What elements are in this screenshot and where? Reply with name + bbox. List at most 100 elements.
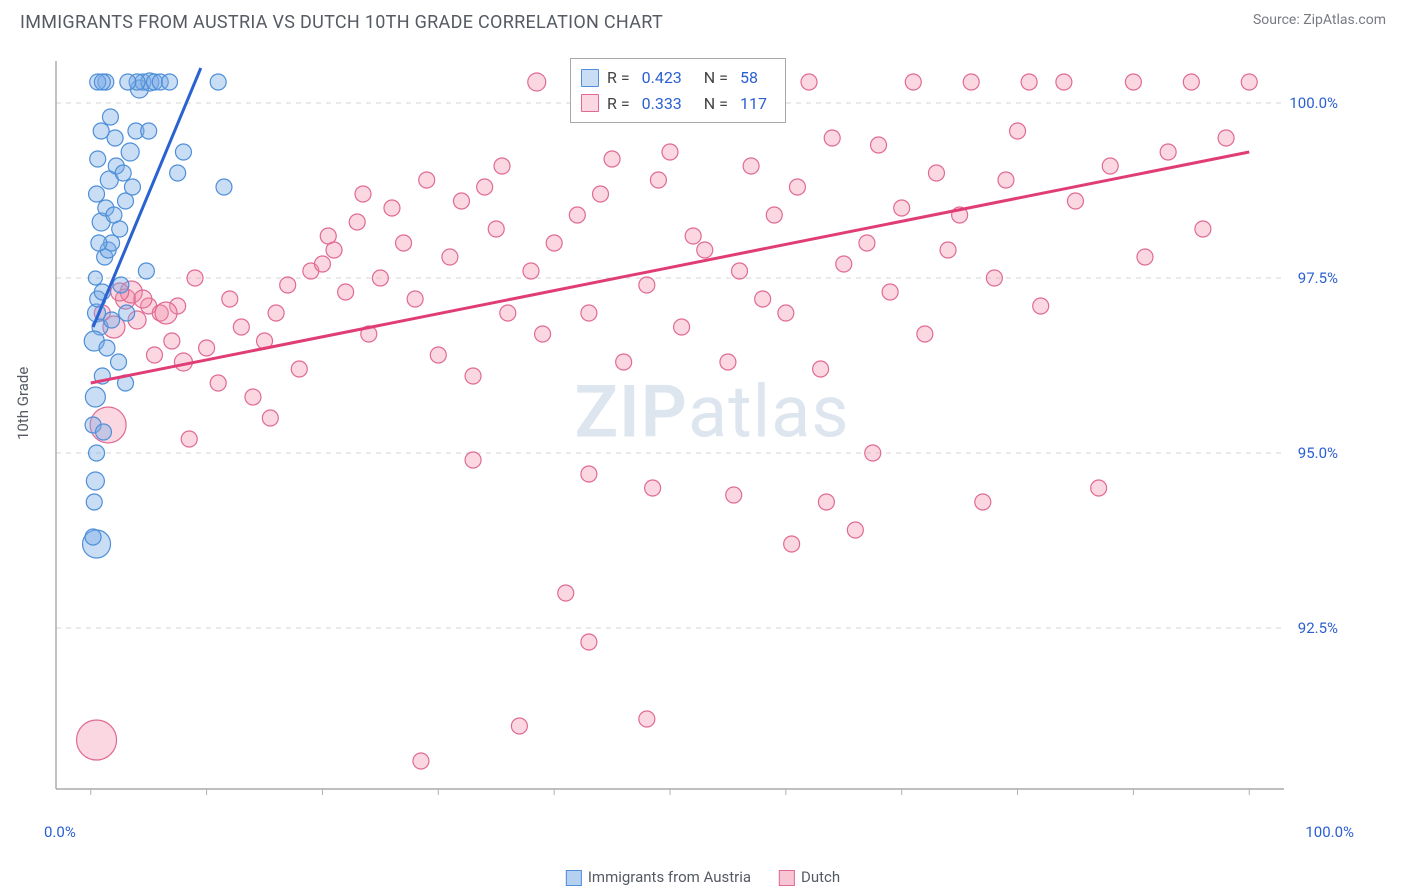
y-tick-label: 95.0% [1298, 444, 1338, 462]
data-point [558, 585, 574, 601]
data-point [917, 326, 933, 342]
legend-swatch [581, 69, 599, 87]
data-point [124, 179, 140, 195]
y-tick-label: 97.5% [1298, 269, 1338, 287]
y-axis-label: 10th Grade [14, 367, 32, 440]
data-point [90, 151, 106, 167]
data-point [314, 256, 330, 272]
data-point [975, 494, 991, 510]
y-tick-label: 100.0% [1289, 94, 1338, 112]
footer-legend-item: Immigrants from Austria [566, 868, 751, 886]
data-point [199, 340, 215, 356]
legend-swatch [779, 870, 795, 886]
data-point [755, 291, 771, 307]
data-point [262, 410, 278, 426]
data-point [95, 424, 111, 440]
data-point [146, 347, 162, 363]
data-point [581, 634, 597, 650]
data-point [465, 368, 481, 384]
data-point [113, 277, 129, 293]
data-point [210, 74, 226, 90]
data-point [430, 347, 446, 363]
data-point [859, 235, 875, 251]
footer-legend: Immigrants from Austria Dutch [566, 868, 840, 886]
data-point [291, 361, 307, 377]
data-point [940, 242, 956, 258]
stats-legend-row: R =0.333N =117 [581, 91, 771, 117]
data-point [894, 200, 910, 216]
data-point [813, 361, 829, 377]
data-point [546, 235, 562, 251]
data-point [94, 74, 110, 90]
data-point [155, 302, 177, 324]
data-point [697, 242, 713, 258]
data-point [138, 263, 154, 279]
data-point [685, 228, 701, 244]
data-point [1218, 130, 1234, 146]
data-point [720, 354, 736, 370]
data-point [1010, 123, 1026, 139]
data-point [477, 179, 493, 195]
data-point [280, 277, 296, 293]
footer-legend-label: Dutch [801, 868, 840, 886]
data-point [86, 472, 104, 490]
data-point [616, 354, 632, 370]
data-point [355, 186, 371, 202]
data-point [112, 221, 128, 237]
legend-r-label: R = [607, 91, 630, 117]
data-point [187, 270, 203, 286]
legend-n-label: N = [704, 65, 728, 91]
data-point [986, 270, 1002, 286]
legend-n-label: N = [704, 91, 728, 117]
data-point [104, 312, 120, 328]
data-point [766, 207, 782, 223]
x-tick-label: 0.0% [44, 823, 76, 841]
data-point [1091, 480, 1107, 496]
x-tick-label: 100.0% [1305, 823, 1354, 841]
data-point [326, 242, 342, 258]
data-point [778, 305, 794, 321]
data-point [99, 340, 115, 356]
chart-title: IMMIGRANTS FROM AUSTRIA VS DUTCH 10TH GR… [20, 12, 663, 33]
data-point [789, 179, 805, 195]
data-point [85, 387, 105, 407]
data-point [419, 172, 435, 188]
data-point [592, 186, 608, 202]
data-point [801, 74, 817, 90]
data-point [85, 529, 101, 545]
stats-legend: R =0.423N =58R =0.333N =117 [570, 58, 786, 123]
legend-n-value: 117 [740, 91, 767, 117]
scatter-plot: 92.5%95.0%97.5%100.0% [52, 55, 1372, 815]
source-label: Source: ZipAtlas.com [1253, 12, 1386, 28]
chart-area: 92.5%95.0%97.5%100.0% ZIPatlas 0.0%100.0… [52, 55, 1372, 815]
data-point [865, 445, 881, 461]
data-point [1195, 221, 1211, 237]
data-point [413, 753, 429, 769]
data-point [1183, 74, 1199, 90]
data-point [407, 291, 423, 307]
data-point [905, 74, 921, 90]
footer-legend-label: Immigrants from Austria [588, 868, 751, 886]
data-point [120, 74, 136, 90]
data-point [928, 165, 944, 181]
data-point [650, 172, 666, 188]
data-point [535, 326, 551, 342]
data-point [93, 123, 109, 139]
data-point [268, 305, 284, 321]
data-point [743, 158, 759, 174]
data-point [1160, 144, 1176, 160]
data-point [170, 165, 186, 181]
data-point [1137, 249, 1153, 265]
data-point [77, 720, 117, 760]
data-point [245, 389, 261, 405]
data-point [784, 536, 800, 552]
legend-swatch [581, 94, 599, 112]
data-point [349, 214, 365, 230]
data-point [102, 109, 118, 125]
data-point [732, 263, 748, 279]
data-point [222, 291, 238, 307]
data-point [639, 277, 655, 293]
data-point [998, 172, 1014, 188]
data-point [111, 354, 127, 370]
data-point [141, 123, 157, 139]
